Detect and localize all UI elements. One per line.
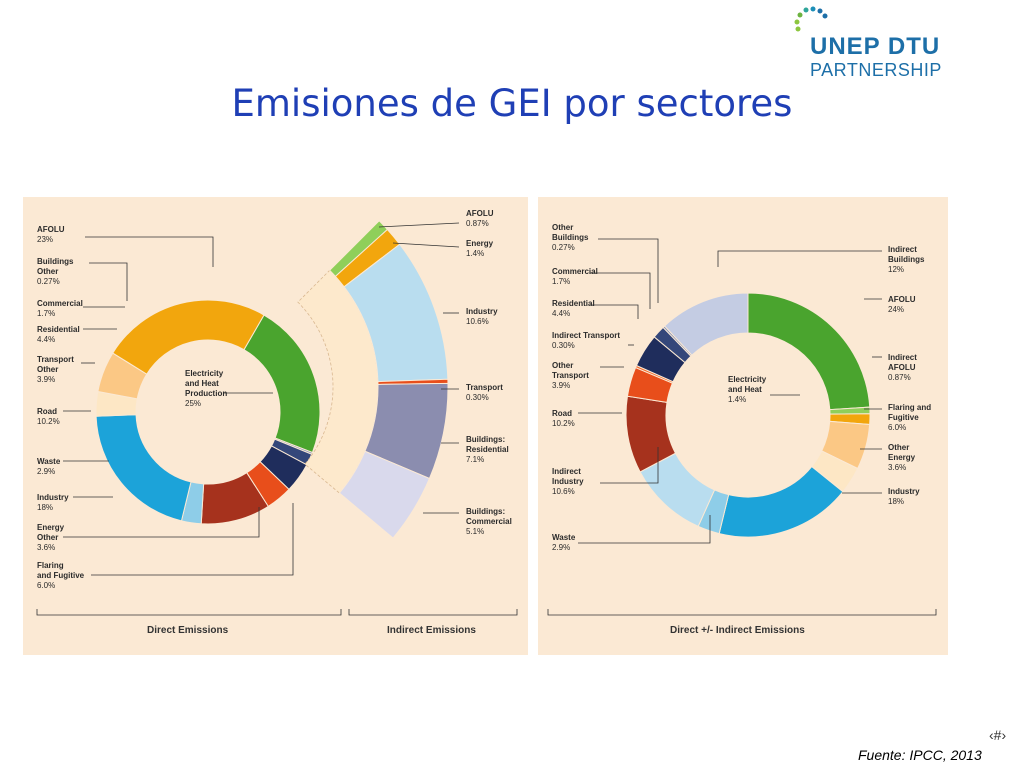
label-commercial: Commercial 1.7%	[37, 299, 83, 318]
label-r-commercial: Commercial 1.7%	[552, 267, 598, 286]
leader-afolu	[85, 236, 214, 267]
label-r-waste: Waste 2.9%	[552, 533, 576, 552]
slide-title: Emisiones de GEI por sectores	[231, 82, 793, 125]
label-transport-other: Transport Other 3.9%	[37, 355, 74, 384]
combined-slice-industry	[718, 465, 844, 538]
combined-slice-afolu	[747, 292, 871, 411]
label-r-residential: Residential 4.4%	[552, 299, 595, 318]
label-arc-transport: Transport 0.30%	[466, 383, 503, 402]
label-residential: Residential 4.4%	[37, 325, 80, 344]
label-r-flaring: Flaring and Fugitive 6.0%	[888, 403, 932, 432]
leader-arc-afolu	[378, 222, 460, 228]
leader-r-indirect-buildings	[717, 250, 882, 267]
leader-arc-energy	[392, 242, 460, 248]
source-citation: Fuente: IPCC, 2013	[858, 747, 982, 763]
direct-slice-electricity-and-heat-production	[112, 299, 265, 375]
label-arc-residential: Buildings: Residential 7.1%	[466, 435, 509, 464]
label-afolu: AFOLU 23%	[37, 225, 65, 244]
label-r-other-energy: Other Energy 3.6%	[888, 443, 916, 472]
combined-emissions-chart	[547, 238, 937, 616]
label-arc-energy: Energy 1.4%	[466, 239, 494, 258]
label-industry: Industry 18%	[37, 493, 69, 512]
direct-emissions-chart	[36, 220, 518, 616]
leader-r-commercial	[590, 272, 651, 309]
label-r-road: Road 10.2%	[552, 409, 575, 428]
leader-flaring	[91, 503, 294, 576]
unep-dtu-logo: UNEP DTU PARTNERSHIP	[790, 5, 980, 85]
logo-dots-icon	[794, 6, 828, 32]
axis-label-indirect: Indirect Emissions	[387, 625, 476, 636]
label-energy-other: Energy Other 3.6%	[37, 523, 65, 552]
axis-label-combined: Direct +/- Indirect Emissions	[670, 625, 805, 636]
indirect-segment-buildings-commercial	[338, 450, 431, 539]
label-r-other-buildings: Other Buildings 0.27%	[552, 223, 589, 252]
label-road: Road 10.2%	[37, 407, 60, 426]
axis-bracket-direct	[36, 609, 342, 616]
label-r-other-transport: Other Transport 3.9%	[552, 361, 589, 390]
label-arc-afolu: AFOLU 0.87%	[466, 209, 494, 228]
label-r-indirect-buildings: Indirect Buildings 12%	[888, 245, 925, 274]
page-number: ‹#›	[989, 727, 1007, 743]
direct-indirect-panel: AFOLU 23% Buildings Other 0.27% Commercial 1…	[23, 197, 528, 655]
label-r-indirect-transport: Indirect Transport 0.30%	[552, 331, 621, 350]
axis-bracket-indirect	[348, 609, 518, 616]
axis-bracket-combined	[547, 609, 937, 616]
label-arc-industry: Industry 10.6%	[466, 307, 498, 326]
label-r-indirect-industry: Indirect Industry 10.6%	[552, 467, 584, 496]
combined-emissions-panel: Other Buildings 0.27% Commercial 1.7% Resid…	[538, 197, 948, 655]
leader-r-residential	[590, 304, 639, 319]
label-arc-commercial: Buildings: Commercial 5.1%	[466, 507, 512, 536]
combined-slice-indirect-buildings	[663, 292, 749, 356]
label-flaring: Flaring and Fugitive 6.0%	[37, 561, 85, 590]
label-r-afolu: AFOLU 24%	[888, 295, 916, 314]
label-r-industry: Industry 18%	[888, 487, 920, 506]
axis-label-direct: Direct Emissions	[147, 625, 229, 636]
direct-slice-industry	[95, 414, 192, 522]
center-label-electricity: Electricity and Heat Production 25%	[185, 369, 228, 408]
leader-r-other-buildings	[598, 238, 659, 303]
leader-buildings-other	[89, 262, 128, 301]
direct-slice-afolu	[243, 314, 321, 454]
logo-text-line1: UNEP DTU	[810, 33, 941, 60]
logo-text-line2: PARTNERSHIP	[810, 60, 942, 80]
label-waste: Waste 2.9%	[37, 457, 61, 476]
leader-energy-other	[63, 507, 260, 538]
label-r-indirect-afolu: Indirect AFOLU 0.87%	[888, 353, 917, 382]
label-buildings-other: Buildings Other 0.27%	[37, 257, 74, 286]
center-label-r-electricity: Electricity and Heat 1.4%	[728, 375, 767, 404]
leader-r-waste	[578, 515, 711, 544]
leader-r-indirect-industry	[600, 447, 659, 484]
